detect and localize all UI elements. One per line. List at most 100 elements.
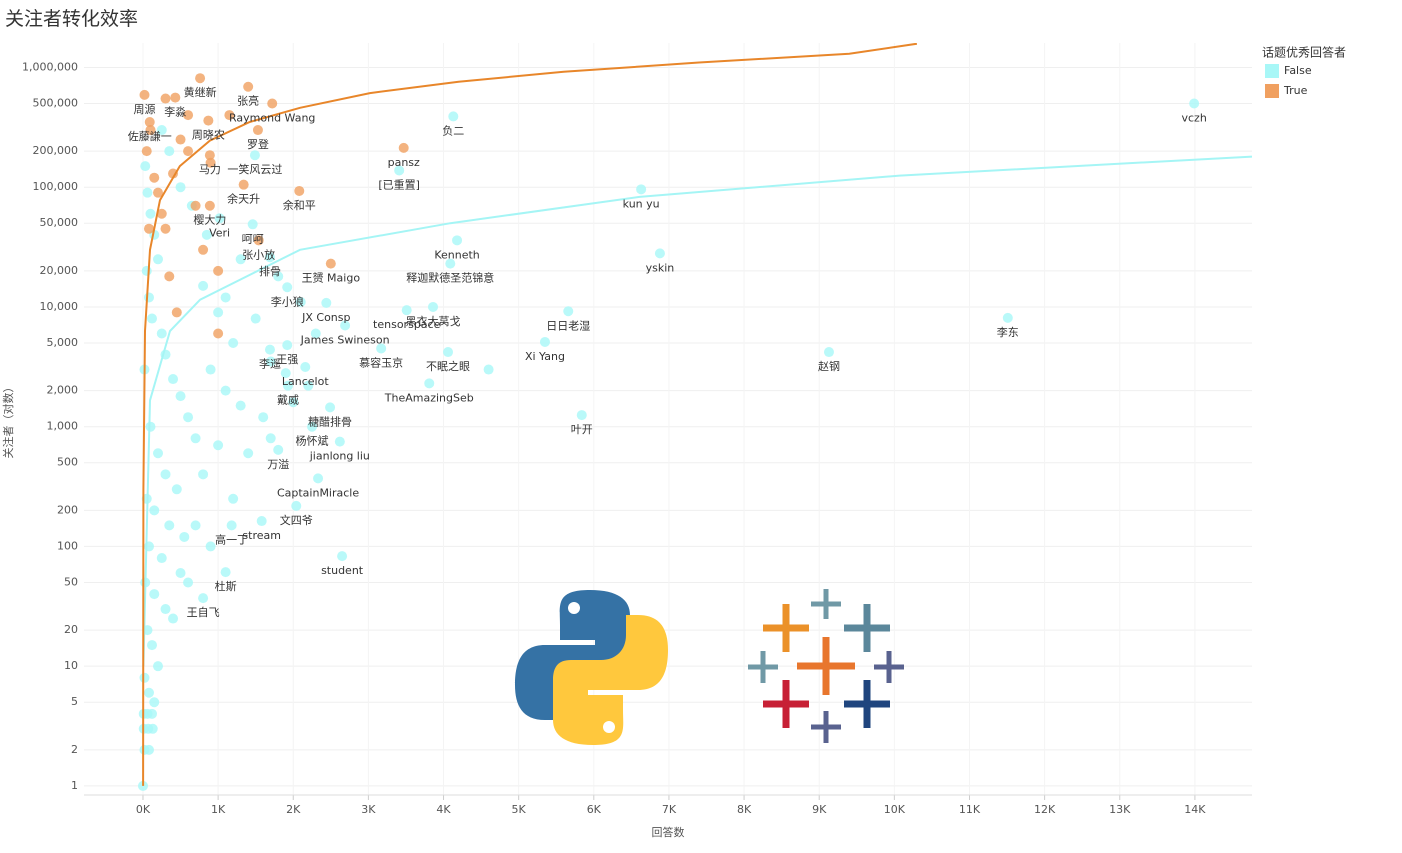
y-tick-label: 20 xyxy=(64,623,78,636)
point xyxy=(334,436,345,447)
point-label: 黄继新 xyxy=(184,85,217,99)
point xyxy=(282,380,293,391)
y-tick-label: 100,000 xyxy=(33,180,79,193)
point xyxy=(142,187,153,198)
y-tick-label: 100 xyxy=(57,539,78,552)
point-label: 叶开 xyxy=(571,423,593,436)
point xyxy=(203,115,214,126)
point-label: 王赟 Maigo xyxy=(302,271,361,285)
point xyxy=(394,165,405,176)
point xyxy=(175,391,186,402)
point xyxy=(149,697,160,708)
point xyxy=(156,553,167,564)
point-label: JX Consp xyxy=(301,311,350,324)
point-label: Lancelot xyxy=(282,375,329,388)
point xyxy=(428,301,439,312)
point-label: CaptainMiracle xyxy=(277,486,359,499)
point xyxy=(141,265,152,276)
y-tick-label: 50,000 xyxy=(40,216,79,229)
point xyxy=(183,146,194,157)
point xyxy=(204,150,215,161)
point xyxy=(443,347,454,358)
point xyxy=(282,282,293,293)
point xyxy=(146,313,157,324)
point-label: 周晓农 xyxy=(192,128,225,142)
point xyxy=(179,531,190,542)
point-label: Xi Yang xyxy=(525,350,565,363)
point-label: 慕容玉京 xyxy=(359,355,403,369)
point xyxy=(175,134,186,145)
point-label: 释迦默德圣范锦意 xyxy=(406,271,494,285)
point xyxy=(147,723,158,734)
point xyxy=(164,271,175,282)
point xyxy=(398,142,409,153)
point xyxy=(170,92,181,103)
point xyxy=(171,307,182,318)
point-label: 罗登 xyxy=(247,137,269,151)
point xyxy=(153,254,164,265)
point-label: TheAmazingSeb xyxy=(384,391,474,404)
x-tick-label: 13K xyxy=(1109,803,1131,816)
point xyxy=(376,343,387,354)
point xyxy=(636,184,647,195)
point xyxy=(201,229,212,240)
point xyxy=(321,297,332,308)
point xyxy=(282,340,293,351)
y-tick-label: 500,000 xyxy=(33,96,79,109)
point xyxy=(220,385,231,396)
point-label: 杜斯 xyxy=(215,579,237,593)
point-label: 王自飞 xyxy=(187,606,220,619)
y-tick-label: 5 xyxy=(71,695,78,708)
point xyxy=(160,604,171,615)
y-tick-label: 1,000 xyxy=(47,420,79,433)
point xyxy=(156,208,167,219)
point xyxy=(139,672,150,683)
trend-line xyxy=(142,155,1252,667)
x-axis-label: 回答数 xyxy=(652,825,685,839)
point xyxy=(264,252,275,263)
point-label: Kenneth xyxy=(434,248,479,261)
x-tick-label: 7K xyxy=(662,803,677,816)
point xyxy=(563,306,574,317)
x-tick-label: 12K xyxy=(1034,803,1056,816)
point xyxy=(325,402,336,413)
y-tick-label: 1 xyxy=(71,779,78,792)
point xyxy=(291,500,302,511)
point xyxy=(401,305,412,316)
point xyxy=(145,208,156,219)
point-label: [已重置] xyxy=(378,177,420,191)
point xyxy=(160,93,171,104)
point xyxy=(205,541,216,552)
x-tick-label: 14K xyxy=(1184,803,1206,816)
point xyxy=(160,223,171,234)
point xyxy=(220,567,231,578)
point xyxy=(195,73,206,84)
point xyxy=(250,313,261,324)
x-tick-label: 0K xyxy=(136,803,151,816)
point xyxy=(228,337,239,348)
point xyxy=(140,161,151,172)
point xyxy=(175,568,186,579)
point-label: jianlong liu xyxy=(309,450,370,463)
point xyxy=(171,484,182,495)
point xyxy=(654,248,665,259)
y-tick-label: 10 xyxy=(64,659,78,672)
point-label: 日日老湿 xyxy=(546,319,590,332)
point-label: 张亮 xyxy=(237,94,259,108)
point-label: vczh xyxy=(1181,111,1206,124)
chart-title: 关注者转化效率 xyxy=(5,8,138,30)
point xyxy=(295,296,306,307)
point xyxy=(143,223,154,234)
point-label: James Swineson xyxy=(300,333,390,346)
point xyxy=(340,320,351,331)
point xyxy=(156,125,167,136)
point-label: yskin xyxy=(646,261,675,274)
y-axis-label: 关注者（对数） xyxy=(1,382,15,459)
point-label: 周源 xyxy=(133,102,155,116)
y-tick-label: 10,000 xyxy=(40,300,79,313)
logos xyxy=(515,589,904,745)
x-tick-label: 2K xyxy=(286,803,301,816)
point xyxy=(424,378,435,389)
point xyxy=(160,469,171,480)
